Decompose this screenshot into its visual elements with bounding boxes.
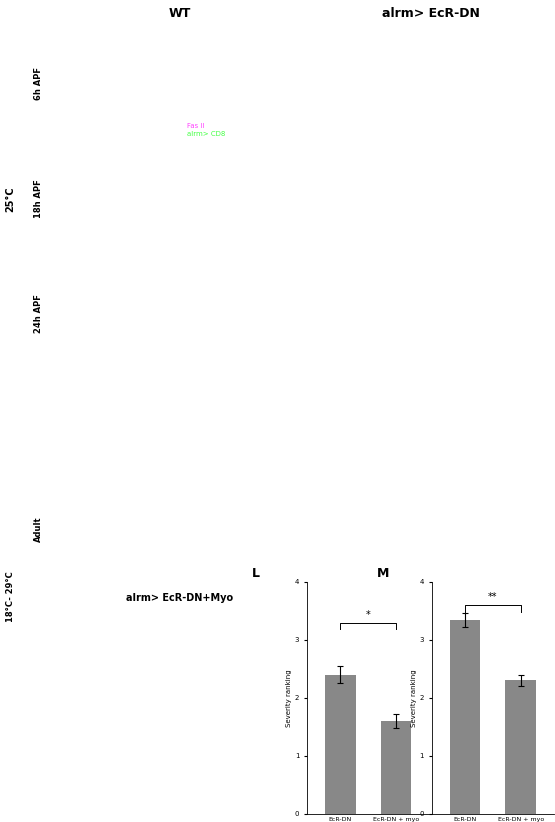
Text: 24h APF: 24h APF bbox=[34, 294, 43, 334]
Text: G₁: G₁ bbox=[61, 376, 73, 386]
Text: alrm> EcR-DN: alrm> EcR-DN bbox=[382, 7, 480, 20]
Text: J₁: J₁ bbox=[311, 482, 318, 491]
Text: D₂: D₂ bbox=[436, 147, 447, 156]
Text: B₂: B₂ bbox=[436, 32, 447, 41]
Text: C₂: C₂ bbox=[186, 147, 197, 156]
Text: 18h APF: 18h APF bbox=[34, 179, 43, 219]
Text: β: β bbox=[87, 713, 92, 723]
Bar bbox=[381, 721, 411, 814]
Text: M: M bbox=[377, 566, 389, 580]
Text: A₂: A₂ bbox=[186, 32, 197, 41]
Text: E₂: E₂ bbox=[186, 262, 196, 271]
Text: β: β bbox=[91, 523, 95, 532]
Y-axis label: Severity ranking: Severity ranking bbox=[411, 669, 417, 727]
Text: D₁: D₁ bbox=[311, 147, 322, 156]
Text: I₁: I₁ bbox=[61, 482, 68, 491]
Text: D₁: D₁ bbox=[311, 147, 322, 156]
Text: I₂: I₂ bbox=[186, 482, 194, 491]
Text: alrm> EcR-DN+Myo: alrm> EcR-DN+Myo bbox=[126, 593, 233, 603]
Text: 25°C: 25°C bbox=[6, 186, 16, 212]
Text: H₂: H₂ bbox=[436, 376, 447, 386]
Text: F₂: F₂ bbox=[436, 262, 446, 271]
Text: C₁: C₁ bbox=[61, 147, 72, 156]
Text: Adult: Adult bbox=[34, 516, 43, 543]
Text: γ: γ bbox=[128, 432, 132, 441]
Text: I₁: I₁ bbox=[61, 482, 68, 491]
Text: γ: γ bbox=[120, 742, 125, 751]
Text: WT: WT bbox=[168, 7, 191, 20]
Text: E₁: E₁ bbox=[61, 262, 71, 271]
Text: γ: γ bbox=[128, 538, 132, 546]
Text: Fas II: Fas II bbox=[188, 123, 205, 129]
Text: **: ** bbox=[488, 593, 498, 603]
Text: H₁: H₁ bbox=[311, 376, 322, 386]
Text: J₁: J₁ bbox=[311, 482, 318, 491]
Text: αα: αα bbox=[103, 672, 113, 681]
Text: 6h APF: 6h APF bbox=[34, 67, 43, 100]
Text: K₂: K₂ bbox=[186, 624, 197, 633]
Text: H₁: H₁ bbox=[311, 376, 322, 386]
Text: F₁: F₁ bbox=[311, 262, 321, 271]
Bar bbox=[325, 675, 356, 814]
Bar bbox=[506, 681, 536, 814]
Text: β: β bbox=[91, 418, 95, 427]
Text: A₁: A₁ bbox=[61, 32, 72, 41]
Text: J₂: J₂ bbox=[436, 482, 443, 491]
Text: F₁: F₁ bbox=[311, 262, 321, 271]
Bar bbox=[450, 620, 481, 814]
Text: D₂: D₂ bbox=[436, 147, 447, 156]
Text: A₁: A₁ bbox=[61, 32, 72, 41]
Text: 18°C- 29°C: 18°C- 29°C bbox=[6, 571, 15, 622]
Text: *: * bbox=[524, 178, 534, 197]
Text: αα: αα bbox=[105, 502, 115, 511]
Text: L: L bbox=[252, 566, 260, 580]
Y-axis label: Severity ranking: Severity ranking bbox=[286, 669, 292, 727]
Text: A₂: A₂ bbox=[186, 32, 197, 41]
Text: K₁: K₁ bbox=[61, 624, 72, 633]
Text: *: * bbox=[366, 610, 371, 620]
Text: B₁: B₁ bbox=[311, 32, 322, 41]
Text: αα: αα bbox=[105, 397, 115, 406]
Text: alrm> CD8: alrm> CD8 bbox=[188, 131, 226, 136]
Text: G₂: G₂ bbox=[186, 376, 198, 386]
Text: Fas II: Fas II bbox=[65, 127, 83, 132]
Text: G₁: G₁ bbox=[61, 376, 73, 386]
